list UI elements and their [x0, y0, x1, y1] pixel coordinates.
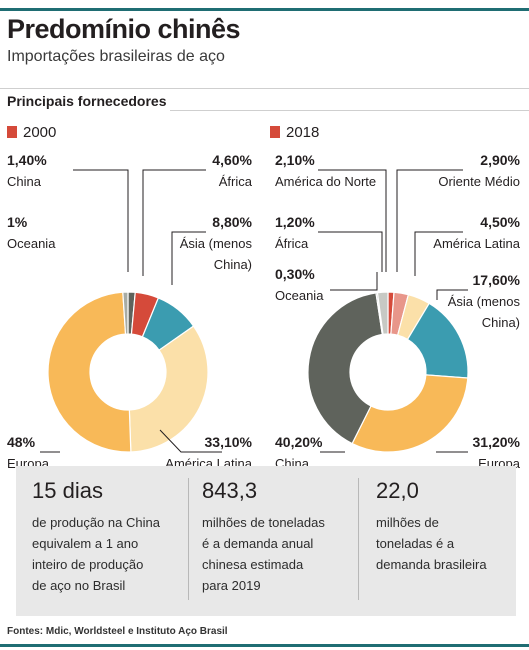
donut-2018	[307, 291, 469, 453]
label-asia-2000: 8,80% Ásia (menos China)	[179, 214, 252, 272]
stat-production-days: 15 dias de produção na China equivalem a …	[32, 466, 182, 616]
label-amlat-2018: 4,50% América Latina	[433, 214, 520, 251]
stat-divider	[358, 478, 359, 600]
legend-2000: 2000	[7, 124, 56, 141]
stat-description: milhões de toneladas é a demanda anual chi…	[202, 515, 325, 593]
stat-china-demand: 843,3 milhões de toneladas é a demanda an…	[202, 466, 352, 616]
stat-value: 843,3	[202, 478, 258, 503]
label-amnorte-2018: 2,10% América do Norte	[275, 152, 377, 189]
legend-2018: 2018	[270, 124, 319, 141]
label-asia-2018: 17,60% Ásia (menos China)	[447, 272, 520, 330]
leader-amlat-2000	[159, 429, 222, 453]
slice-oceania-2000	[122, 291, 129, 335]
legend-swatch	[270, 126, 280, 138]
source-note: Fontes: Mdic, Worldsteel e Instituto Aço…	[7, 626, 228, 637]
leader-lines	[40, 169, 468, 453]
label-oceania-2018: 0,30% Oceania	[275, 266, 324, 303]
label-oceania-2000: 1% Oceania	[7, 214, 56, 251]
leader-oriente-2018	[396, 169, 463, 272]
leader-africa-2018	[318, 231, 383, 272]
leader-oceania-2018	[330, 272, 378, 291]
chart-title-2018: 2018	[286, 124, 320, 141]
label-china-2000: 1,40% China	[7, 152, 47, 189]
leader-asia-2000	[171, 231, 206, 285]
leader-asia-2018	[436, 289, 468, 300]
stat-value: 15 dias	[32, 478, 103, 503]
slice-europa-2000	[47, 291, 132, 453]
label-africa-2000: 4,60% África	[212, 152, 252, 189]
slice-america-latina-2000	[128, 325, 209, 453]
label-africa-2018: 1,20% África	[275, 214, 315, 251]
leader-amnorte-2018	[318, 169, 387, 272]
section-divider	[170, 110, 529, 111]
page-title: Predomínio chinês	[7, 14, 241, 44]
section-header: Principais fornecedores	[0, 88, 529, 111]
bottom-accent-bar	[0, 644, 529, 647]
top-accent-bar	[0, 8, 529, 11]
leader-china-2000	[73, 169, 129, 272]
chart-title-2000: 2000	[23, 124, 57, 141]
stat-brazil-demand: 22,0 milhões de toneladas é a demanda bras…	[376, 466, 511, 616]
stat-description: de produção na China equivalem a 1 ano int…	[32, 515, 160, 593]
stat-divider	[188, 478, 189, 600]
slice-europa-2018	[351, 374, 469, 453]
slice-china-2018	[307, 292, 383, 445]
section-title: Principais fornecedores	[7, 93, 167, 109]
stat-description: milhões de toneladas é a demanda brasileir…	[376, 515, 487, 572]
label-oriente-2018: 2,90% Oriente Médio	[438, 152, 520, 189]
stats-box: 15 dias de produção na China equivalem a …	[16, 466, 516, 616]
legend-swatch	[7, 126, 17, 138]
page-subtitle: Importações brasileiras de aço	[7, 48, 225, 65]
donut-2000	[47, 291, 209, 453]
stat-value: 22,0	[376, 478, 419, 503]
leader-amlat-2018	[414, 231, 463, 276]
slice-america-do-norte-2018	[376, 291, 389, 336]
leader-africa-2000	[142, 169, 206, 276]
